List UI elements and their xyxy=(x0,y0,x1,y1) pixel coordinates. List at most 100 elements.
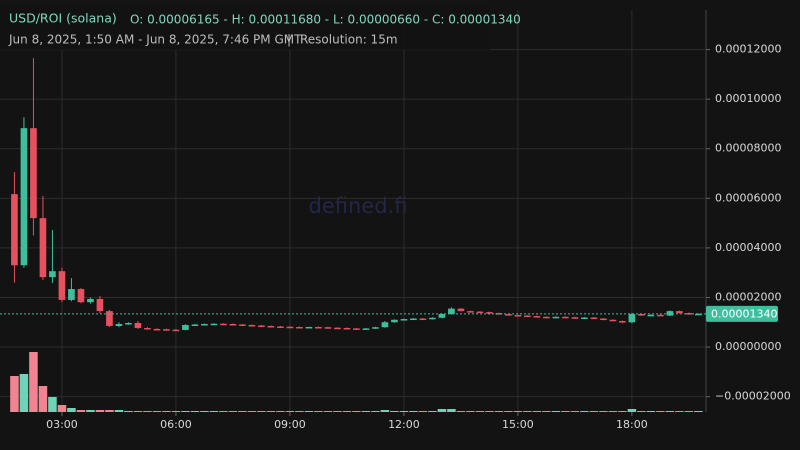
candle-body xyxy=(695,313,702,316)
volume-bar xyxy=(399,411,409,412)
y-tick-label: 0.00010000 xyxy=(715,92,781,105)
candle-body xyxy=(201,323,208,326)
volume-bar xyxy=(200,411,209,412)
volume-bar xyxy=(675,411,684,412)
volume-bar xyxy=(257,411,266,412)
x-tick-label: 09:00 xyxy=(274,418,306,431)
volume-bar xyxy=(238,411,247,412)
candle-body xyxy=(248,324,256,327)
candle-body xyxy=(315,326,322,329)
volume-bar xyxy=(627,409,637,412)
resolution: Resolution: 15m xyxy=(300,33,398,47)
separator: | xyxy=(287,33,291,47)
volume-bar xyxy=(352,411,361,412)
candle-body xyxy=(410,318,417,321)
volume-bar xyxy=(86,410,95,412)
volume-bar xyxy=(295,411,304,412)
volume-bar xyxy=(304,411,314,412)
y-tick-label: 0.00000000 xyxy=(715,340,781,353)
candle-body xyxy=(20,128,28,266)
candle-body xyxy=(267,325,275,328)
volume-bar xyxy=(485,411,494,412)
last-price-label: 0.00001340 xyxy=(711,307,777,320)
candle-body xyxy=(343,327,351,330)
y-tick-label: 0.00004000 xyxy=(715,241,781,254)
volume-bar xyxy=(504,411,513,412)
candle-body xyxy=(419,318,427,321)
candle-body xyxy=(68,289,75,300)
header-bg xyxy=(0,5,490,50)
volume-bar xyxy=(190,411,200,412)
candle-body xyxy=(581,317,588,320)
candle-body xyxy=(182,324,189,330)
volume-bar xyxy=(447,409,456,412)
volume-bar xyxy=(57,405,67,412)
volume-bar xyxy=(570,411,580,412)
plot-area: 0.00012000 0.00010000 0.00008000 0.00006000… xyxy=(0,10,791,431)
candle-body xyxy=(495,313,503,315)
last-price-box xyxy=(706,305,778,322)
volume-bar xyxy=(380,410,390,412)
volume-bar xyxy=(105,410,114,412)
candle-body xyxy=(220,323,227,326)
volume-bar xyxy=(48,397,57,412)
candle-body xyxy=(115,323,123,326)
volume-bar xyxy=(247,411,257,412)
candle-body xyxy=(657,314,664,317)
candle-body xyxy=(628,314,636,323)
volume-bar xyxy=(466,411,475,412)
volume-bar xyxy=(371,411,380,412)
watermark: defined.fi xyxy=(309,194,408,218)
volume-bar xyxy=(219,411,228,412)
volume-bar xyxy=(152,411,162,412)
volume-bar xyxy=(171,411,181,412)
candle-body xyxy=(362,328,370,330)
x-tick-label: 03:00 xyxy=(46,418,78,431)
candle-body xyxy=(448,308,455,315)
volume-bar xyxy=(523,411,532,412)
volume-bar xyxy=(133,411,143,412)
candle-body xyxy=(372,327,379,329)
candle-body xyxy=(552,316,560,319)
volume-bar xyxy=(342,411,352,412)
volume-bar xyxy=(428,411,437,412)
volume-bar xyxy=(390,411,399,412)
candle-body xyxy=(505,314,512,316)
candle-body xyxy=(457,308,465,312)
candle-body xyxy=(191,324,199,326)
candle-body xyxy=(229,323,237,326)
candle-body xyxy=(96,298,104,312)
volume-bar xyxy=(361,411,371,412)
candle-body xyxy=(172,329,180,332)
candle-body xyxy=(676,311,683,314)
candle-body xyxy=(476,311,484,314)
candle-body xyxy=(400,319,408,321)
ohlc-readout: O: 0.00006165 - H: 0.00011680 - L: 0.000… xyxy=(130,13,521,27)
candle-body xyxy=(647,314,655,317)
candle-body xyxy=(210,323,218,326)
volume-bar xyxy=(38,386,48,412)
candle-body xyxy=(258,325,265,327)
candle-body xyxy=(638,314,645,316)
candle-body xyxy=(590,317,598,320)
candle-body xyxy=(381,322,389,328)
candle-body xyxy=(277,326,284,328)
y-tick-label: −0.00002000 xyxy=(715,390,791,403)
subtitle: Jun 8, 2025, 1:50 AM - Jun 8, 2025, 7:46… xyxy=(8,33,302,47)
x-tick-label: 06:00 xyxy=(160,418,192,431)
volume-bar xyxy=(19,374,29,412)
x-tick-label: 12:00 xyxy=(388,418,420,431)
volume-bar xyxy=(67,408,76,412)
volume-bar xyxy=(532,411,542,412)
candle-body xyxy=(571,317,579,319)
volume-bar xyxy=(456,411,466,412)
volume-bar xyxy=(333,411,342,412)
volume-bar xyxy=(580,411,589,412)
candle-body xyxy=(543,316,550,319)
candle-body xyxy=(125,323,132,325)
candle-body xyxy=(438,314,446,318)
volume-bar xyxy=(314,411,323,412)
candle-body xyxy=(391,319,398,323)
volume-bar xyxy=(143,411,152,412)
